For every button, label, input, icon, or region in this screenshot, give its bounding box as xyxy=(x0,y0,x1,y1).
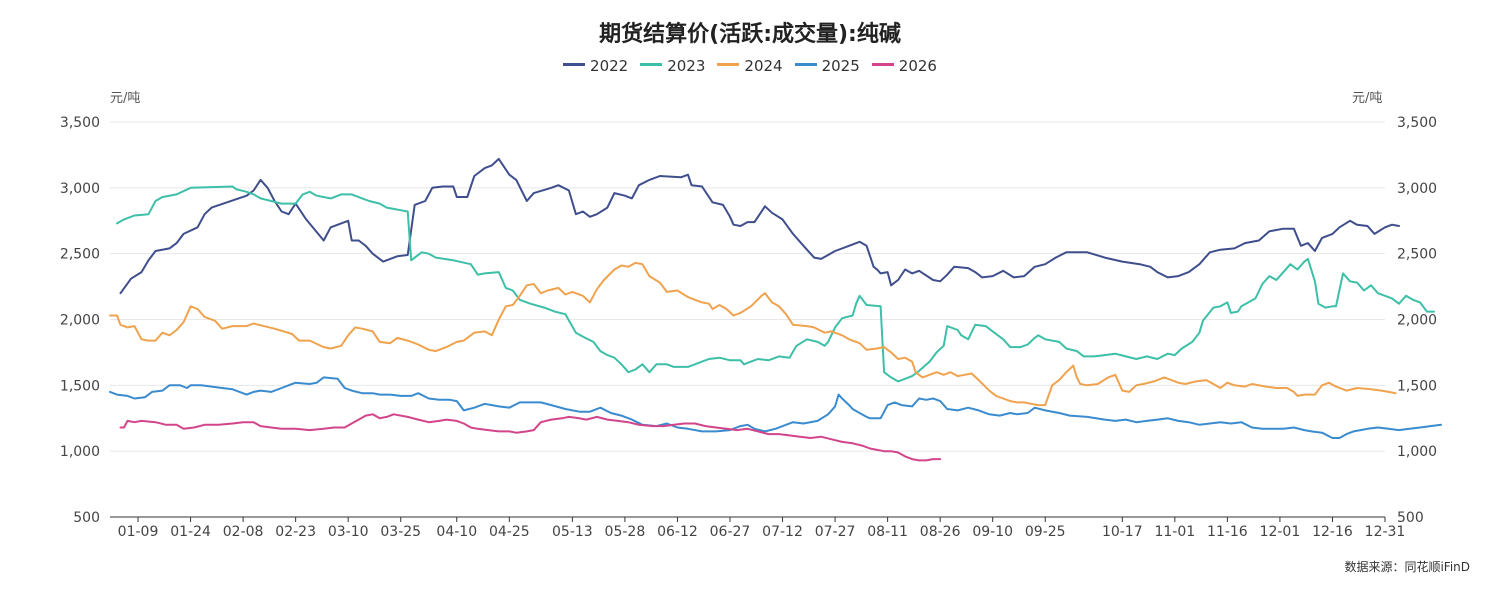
series-line-2024 xyxy=(109,261,1397,407)
x-tick-label: 02-23 xyxy=(275,524,316,540)
legend: 2022 2023 2024 2025 2026 xyxy=(0,57,1500,75)
y-tick-label-right: 500 xyxy=(1397,510,1424,526)
y-tick-label-left: 2,500 xyxy=(60,247,100,263)
x-tick-label: 03-25 xyxy=(380,524,421,540)
x-tick-label: 08-11 xyxy=(867,524,908,540)
legend-label: 2024 xyxy=(744,57,783,75)
legend-swatch xyxy=(563,63,586,66)
x-tick-label: 06-27 xyxy=(710,524,751,540)
legend-swatch xyxy=(794,63,817,66)
legend-item-2024[interactable]: 2024 xyxy=(717,57,783,75)
legend-label: 2022 xyxy=(590,57,629,75)
x-tick-label: 07-12 xyxy=(762,524,803,540)
legend-swatch xyxy=(717,63,740,66)
x-tick-label: 01-24 xyxy=(170,524,211,540)
x-tick-label: 01-09 xyxy=(118,524,159,540)
legend-swatch xyxy=(871,63,894,66)
y-tick-label-right: 1,000 xyxy=(1397,444,1437,460)
y-tick-label-right: 3,000 xyxy=(1397,181,1437,197)
legend-item-2025[interactable]: 2025 xyxy=(794,57,860,75)
y-tick-label-left: 3,000 xyxy=(60,181,100,197)
y-tick-label-left: 3,500 xyxy=(60,115,100,131)
x-tick-label: 02-08 xyxy=(223,524,264,540)
legend-label: 2026 xyxy=(898,57,937,75)
x-tick-label: 08-26 xyxy=(920,524,961,540)
x-tick-label: 11-16 xyxy=(1207,524,1248,540)
y-tick-label-right: 1,500 xyxy=(1397,378,1437,394)
y-tick-label-left: 500 xyxy=(73,510,100,526)
y-axis-unit-right: 元/吨 xyxy=(1352,91,1383,106)
y-tick-label-left: 1,000 xyxy=(60,444,100,460)
legend-swatch xyxy=(640,63,663,66)
legend-item-2023[interactable]: 2023 xyxy=(640,57,705,75)
x-tick-label: 04-10 xyxy=(436,524,477,540)
legend-label: 2025 xyxy=(821,57,860,75)
series-line-2023 xyxy=(116,185,1435,383)
legend-label: 2023 xyxy=(667,57,706,75)
y-tick-label-right: 2,000 xyxy=(1397,313,1437,329)
x-tick-label: 12-01 xyxy=(1260,524,1301,540)
x-tick-label: 07-27 xyxy=(815,524,856,540)
x-tick-label: 09-10 xyxy=(972,524,1013,540)
chart-title: 期货结算价(活跃:成交量):纯碱 xyxy=(599,22,901,47)
y-tick-label-right: 2,500 xyxy=(1397,247,1437,263)
x-tick-label: 12-16 xyxy=(1312,524,1353,540)
y-tick-label-left: 1,500 xyxy=(60,378,100,394)
data-source: 数据来源：同花顺iFinD xyxy=(1344,560,1470,574)
legend-item-2026[interactable]: 2026 xyxy=(871,57,937,75)
series-line-2025 xyxy=(109,376,1442,439)
x-tick-label: 05-13 xyxy=(552,524,593,540)
series-line-2026 xyxy=(119,413,942,462)
series-line-2022 xyxy=(119,157,1400,295)
x-tick-label: 06-12 xyxy=(657,524,698,540)
y-tick-label-left: 2,000 xyxy=(60,313,100,329)
x-tick-label: 03-10 xyxy=(328,524,369,540)
x-tick-label: 05-28 xyxy=(605,524,646,540)
x-tick-label: 04-25 xyxy=(489,524,530,540)
legend-item-2022[interactable]: 2022 xyxy=(563,57,628,75)
x-tick-label: 11-01 xyxy=(1154,524,1195,540)
x-tick-label: 12-31 xyxy=(1365,524,1406,540)
x-tick-label: 09-25 xyxy=(1025,524,1066,540)
y-tick-label-right: 3,500 xyxy=(1397,115,1437,131)
y-axis-unit-left: 元/吨 xyxy=(110,91,141,106)
x-tick-label: 10-17 xyxy=(1102,524,1143,540)
